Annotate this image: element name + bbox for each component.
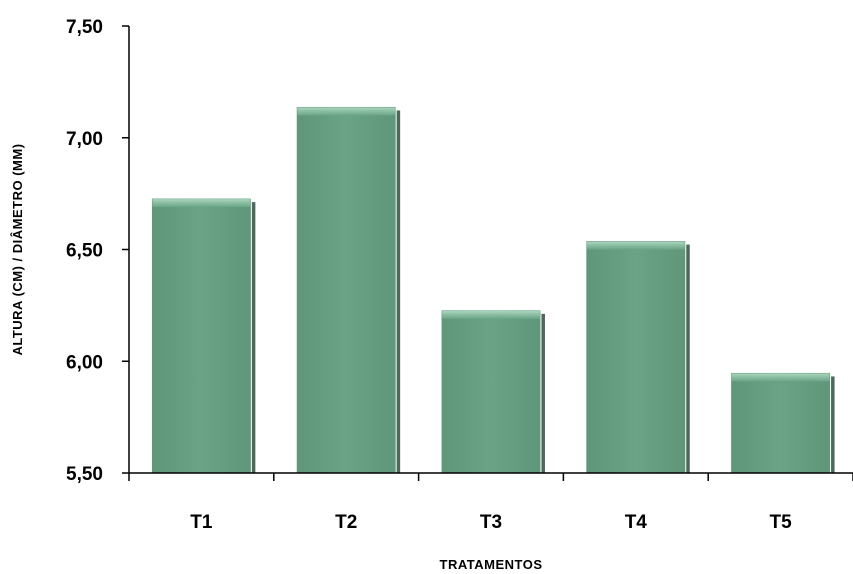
bars-group (150, 105, 835, 474)
y-axis-title: ALTURA (CM) / DIÂMETRO (MM) (10, 143, 25, 355)
bar-top-t3 (442, 310, 540, 319)
x-tick-label: T5 (770, 512, 793, 533)
bar-top-t5 (731, 373, 830, 382)
x-tick-label: T4 (625, 512, 648, 533)
bar-t4 (585, 240, 687, 474)
bar-top-t4 (586, 241, 685, 250)
bar-top-t2 (297, 107, 396, 116)
y-tick-label: 6,50 (66, 241, 103, 262)
x-tick-label: T1 (190, 512, 213, 533)
bar-t3 (440, 309, 542, 474)
bar-t5 (730, 371, 832, 474)
x-tick-label: T3 (480, 512, 502, 533)
bar-t1 (150, 197, 252, 474)
x-tick-label: T2 (335, 512, 357, 533)
y-tick-label: 7,00 (66, 129, 103, 150)
bar-t2 (295, 105, 397, 474)
axes-group: T1 T2 T3 T4 T5 5,50 6,00 6,50 7,00 7,50 (66, 17, 853, 533)
y-tick-label: 7,50 (66, 17, 103, 38)
x-axis-title: TRATAMENTOS (440, 557, 543, 572)
bar-top-t1 (152, 199, 251, 208)
y-tick-label: 5,50 (66, 464, 103, 485)
y-tick-label: 6,00 (66, 352, 103, 373)
